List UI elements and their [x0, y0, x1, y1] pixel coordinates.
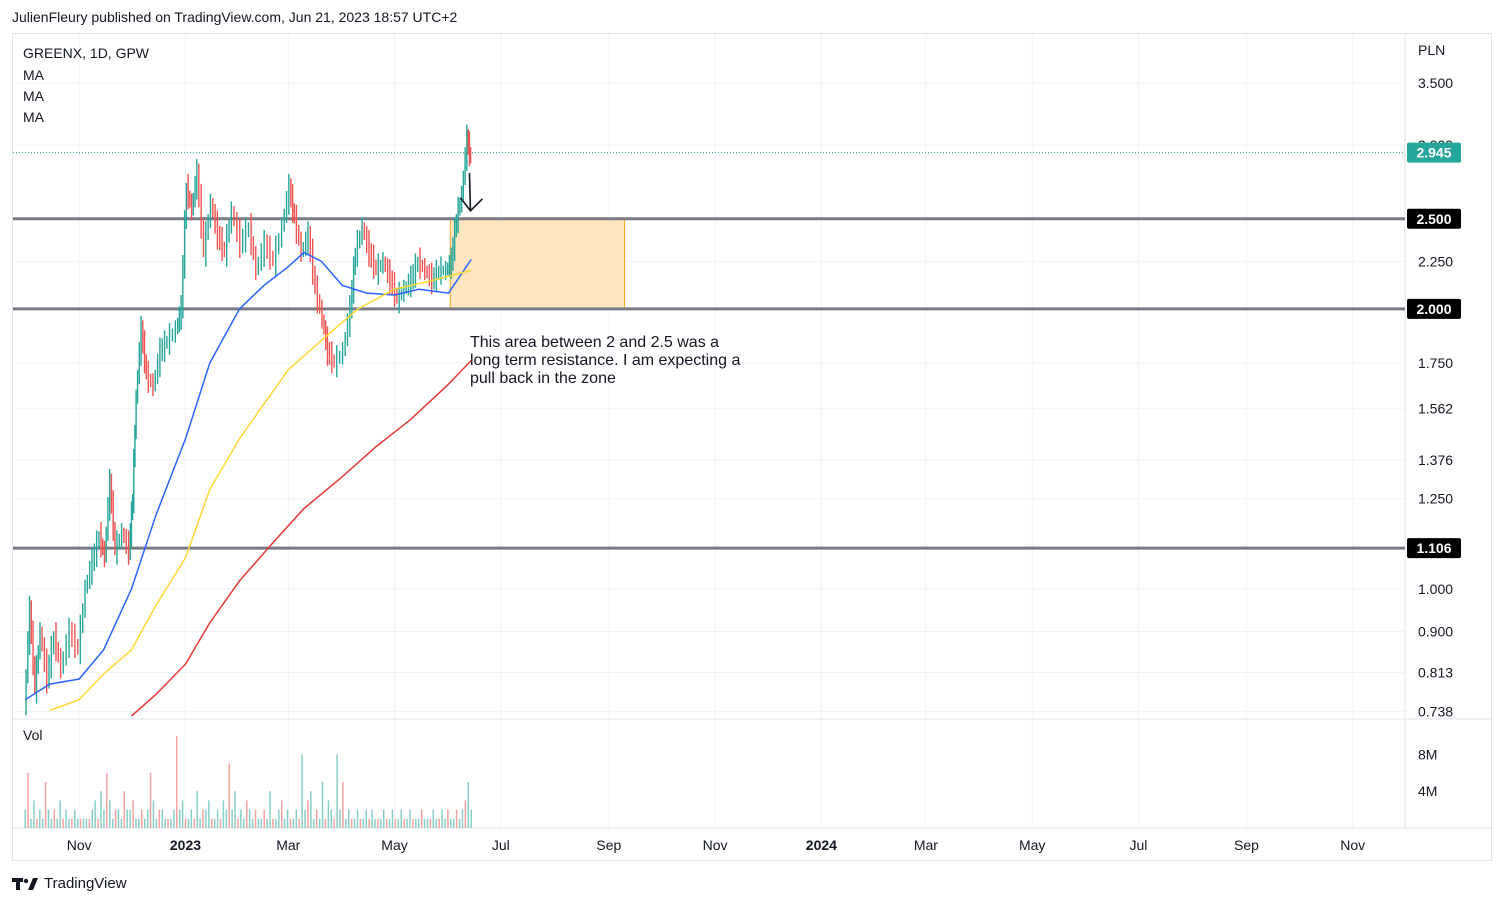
time-axis-tick: May: [381, 837, 407, 853]
level-price-tag-bg: [1407, 538, 1461, 559]
symbol-legend: GREENX, 1D, GPW: [23, 45, 150, 61]
time-axis-tick: May: [1019, 837, 1045, 853]
price-axis-tick: 0.738: [1418, 704, 1453, 720]
time-axis-tick: Sep: [1234, 837, 1259, 853]
price-axis-tick: 1.000: [1418, 581, 1453, 597]
footer-brand: TradingView: [44, 875, 127, 892]
level-price-tag-bg: [1407, 208, 1461, 229]
price-axis-tick: 0.813: [1418, 665, 1453, 681]
time-axis-tick: Nov: [1340, 837, 1365, 853]
last-price-tag: 2.945: [1416, 145, 1451, 161]
indicator-legend: MA: [23, 109, 45, 125]
time-axis-tick: 2024: [806, 837, 837, 853]
level-price-tag: 2.500: [1416, 211, 1451, 227]
volume-legend: Vol: [23, 727, 42, 743]
time-axis-tick: Nov: [67, 837, 92, 853]
level-price-tag: 2.000: [1416, 301, 1451, 317]
price-axis-tick: 0.900: [1418, 623, 1453, 639]
price-axis-tick: 1.250: [1418, 491, 1453, 507]
volume-axis-tick: 4M: [1418, 783, 1437, 799]
time-axis-tick: Mar: [914, 837, 938, 853]
price-axis-tick: 1.376: [1418, 452, 1453, 468]
price-axis-tick: 1.750: [1418, 355, 1453, 371]
moving-average-line: [131, 359, 472, 717]
currency-label: PLN: [1418, 42, 1445, 58]
time-axis-tick: Nov: [703, 837, 728, 853]
level-price-tag: 1.106: [1416, 540, 1451, 556]
annotation-text: long term resistance. I am expecting a: [470, 352, 740, 369]
footer: TradingView: [12, 875, 127, 892]
publisher-header: JulienFleury published on TradingView.co…: [12, 9, 458, 25]
time-axis-tick: Sep: [596, 837, 621, 853]
chart-frame: [12, 33, 1492, 861]
last-price-tag-bg: [1407, 142, 1461, 163]
indicator-legend: MA: [23, 88, 45, 104]
annotation-text: pull back in the zone: [470, 370, 616, 387]
level-price-tag-bg: [1407, 298, 1461, 319]
time-axis-tick: Mar: [276, 837, 300, 853]
tradingview-logo-icon[interactable]: [12, 877, 38, 891]
time-axis-tick: Jul: [1129, 837, 1147, 853]
volume-axis-tick: 8M: [1418, 746, 1437, 762]
price-axis-tick: 2.250: [1418, 253, 1453, 269]
price-axis-tick: 1.562: [1418, 401, 1453, 417]
price-axis-tick: 3.500: [1418, 75, 1453, 91]
time-axis-tick: Jul: [492, 837, 510, 853]
indicator-legend: MA: [23, 67, 45, 83]
annotation-text: This area between 2 and 2.5 was a: [470, 334, 719, 351]
time-axis-tick: 2023: [170, 837, 201, 853]
moving-average-line: [24, 251, 472, 701]
moving-average-line: [49, 269, 472, 712]
resistance-zone[interactable]: [449, 218, 626, 310]
arrow-annotation[interactable]: [459, 172, 484, 212]
